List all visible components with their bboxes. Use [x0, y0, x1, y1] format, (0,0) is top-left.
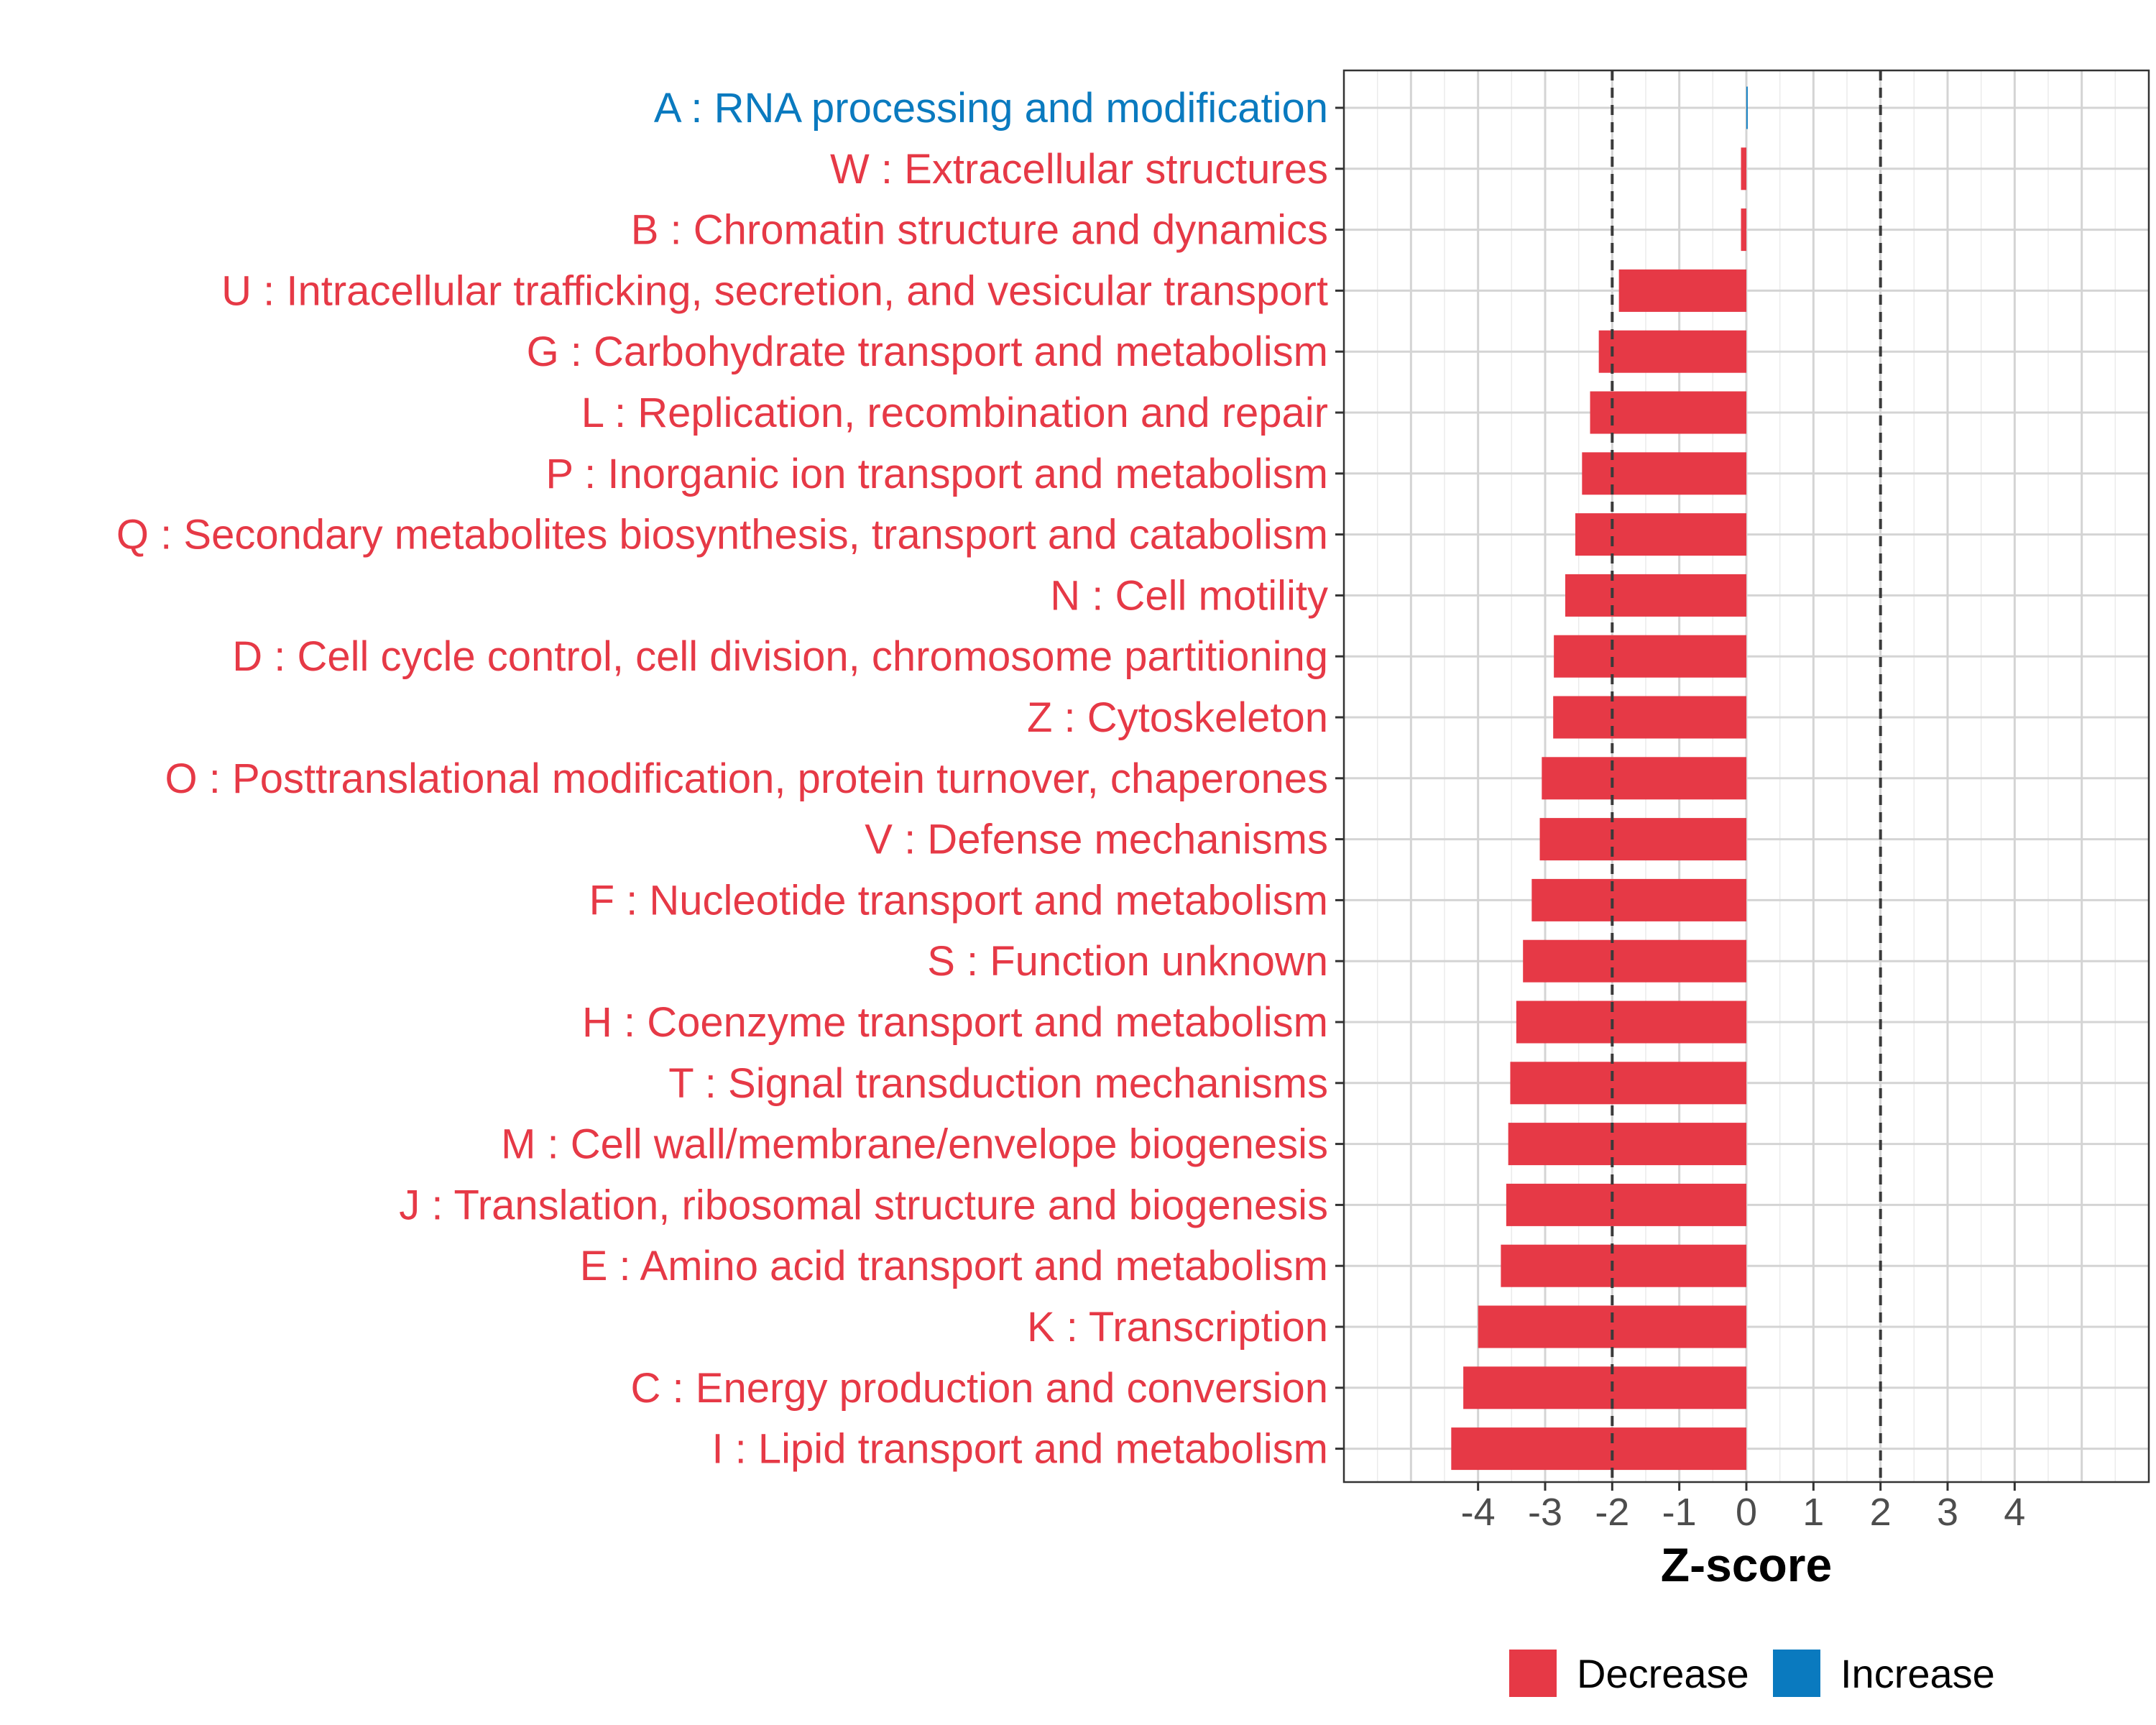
bar	[1542, 757, 1746, 800]
bar	[1746, 86, 1748, 129]
category-label: C : Energy production and conversion	[631, 1365, 1328, 1412]
x-tick-label: 1	[1802, 1491, 1824, 1534]
category-label: W : Extracellular structures	[830, 146, 1328, 193]
category-label: Q : Secondary metabolites biosynthesis, …	[116, 512, 1328, 558]
category-label: B : Chromatin structure and dynamics	[631, 207, 1328, 254]
category-label: D : Cell cycle control, cell division, c…	[232, 633, 1328, 680]
x-axis-title: Z-score	[1661, 1538, 1832, 1591]
category-label: M : Cell wall/membrane/envelope biogenes…	[501, 1121, 1328, 1168]
bar	[1741, 208, 1746, 252]
category-label: T : Signal transduction mechanisms	[668, 1060, 1328, 1107]
category-label: I : Lipid transport and metabolism	[711, 1426, 1328, 1473]
bar	[1618, 269, 1746, 312]
bar	[1539, 818, 1746, 861]
legend-label: Increase	[1841, 1651, 1995, 1696]
bar	[1516, 1000, 1746, 1044]
x-tick-label: -2	[1595, 1491, 1629, 1534]
x-tick-label: -1	[1662, 1491, 1697, 1534]
x-tick-label: 3	[1937, 1491, 1958, 1534]
bar	[1590, 391, 1746, 434]
bar	[1510, 1062, 1746, 1105]
category-label: Z : Cytoskeleton	[1027, 694, 1328, 741]
category-label: P : Inorganic ion transport and metaboli…	[545, 451, 1328, 497]
x-tick-label: -3	[1528, 1491, 1562, 1534]
reference-lines	[1611, 70, 1882, 1482]
bar	[1598, 330, 1746, 373]
category-labels: A : RNA processing and modification W : E…	[116, 85, 1328, 1473]
bar	[1463, 1366, 1746, 1409]
bar	[1531, 878, 1746, 921]
bar	[1553, 696, 1746, 739]
category-label: F : Nucleotide transport and metabolism	[589, 877, 1328, 924]
legend-swatch	[1773, 1650, 1820, 1697]
bar	[1451, 1427, 1746, 1471]
bar	[1554, 635, 1746, 678]
category-label: O : Posttranslational modification, prot…	[165, 755, 1328, 802]
bar	[1523, 939, 1746, 983]
legend: Decrease Increase	[1509, 1650, 1995, 1697]
bar	[1478, 1305, 1746, 1348]
bars	[1451, 86, 1748, 1471]
bar	[1506, 1183, 1746, 1226]
category-label: U : Intracellular trafficking, secretion…	[221, 267, 1328, 314]
x-tick-label: 2	[1870, 1491, 1892, 1534]
bar	[1501, 1244, 1746, 1287]
x-axis-ticks: -4 -3 -2 -1 0 1 2 3 4	[1461, 1482, 2025, 1534]
category-label: K : Transcription	[1027, 1304, 1328, 1351]
category-label: L : Replication, recombination and repai…	[581, 390, 1328, 436]
category-label: E : Amino acid transport and metabolism	[580, 1243, 1328, 1289]
category-label: N : Cell motility	[1050, 572, 1328, 619]
x-tick-label: 4	[2004, 1491, 2025, 1534]
legend-swatch	[1509, 1650, 1557, 1697]
y-axis-ticks	[1335, 106, 1344, 1450]
bar	[1741, 147, 1746, 190]
bar	[1582, 452, 1746, 495]
legend-label: Decrease	[1577, 1651, 1749, 1696]
category-label: J : Translation, ribosomal structure and…	[399, 1182, 1328, 1228]
bar	[1565, 574, 1746, 617]
x-tick-label: -4	[1461, 1491, 1496, 1534]
bar	[1575, 513, 1746, 556]
x-tick-label: 0	[1736, 1491, 1757, 1534]
bar	[1508, 1123, 1746, 1166]
category-label: G : Carbohydrate transport and metabolis…	[527, 328, 1328, 375]
category-label: V : Defense mechanisms	[865, 816, 1328, 863]
category-label: S : Function unknown	[927, 938, 1328, 985]
category-label: A : RNA processing and modification	[654, 85, 1328, 132]
category-label: H : Coenzyme transport and metabolism	[582, 999, 1328, 1046]
